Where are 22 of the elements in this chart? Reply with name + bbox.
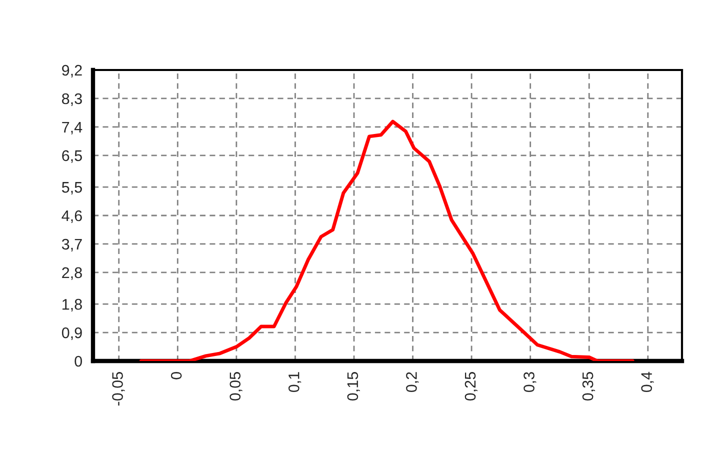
y-tick-label: 0 <box>74 356 82 367</box>
y-tick-label: 7,4 <box>62 122 82 134</box>
y-tick-label: 6,5 <box>62 150 82 163</box>
x-tick-label: 0,05 <box>230 372 242 401</box>
y-tick-label: 3,7 <box>62 238 82 252</box>
y-tick-label: 2,8 <box>62 267 82 280</box>
x-tick-label: 0 <box>170 372 182 380</box>
x-tick-label: 0,25 <box>464 372 478 401</box>
x-tick-label: 0,3 <box>524 372 536 392</box>
y-tick-label: 0,9 <box>62 327 82 340</box>
x-tick-label: 0,1 <box>288 372 302 392</box>
x-tick-label: 0,2 <box>406 372 419 392</box>
y-tick-label: 5,5 <box>62 182 82 195</box>
y-tick-label: 8,3 <box>62 93 82 106</box>
y-tick-label: 9,2 <box>62 64 82 78</box>
y-tick-label: 4,6 <box>62 210 82 223</box>
x-tick-label: 0,4 <box>641 372 654 392</box>
x-tick-label: -0,05 <box>112 372 125 406</box>
x-tick-label: 0,15 <box>347 372 360 401</box>
line-series <box>139 120 634 361</box>
y-tick-label: 1,8 <box>62 298 82 312</box>
x-tick-label: 0,35 <box>582 372 596 401</box>
